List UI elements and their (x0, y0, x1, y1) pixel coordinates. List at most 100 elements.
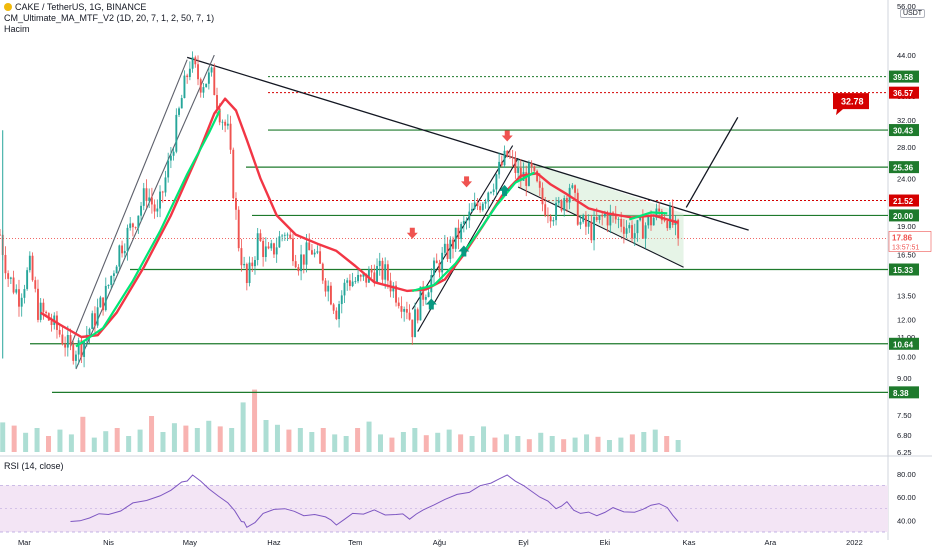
last-price-box (888, 231, 932, 252)
volume-bar (46, 436, 52, 452)
candle-body (321, 263, 324, 281)
price-axis-tick: 11.00 (897, 333, 915, 342)
candle-body (625, 228, 628, 234)
candle-body (210, 67, 213, 73)
candle-body (216, 95, 218, 109)
candle-body (270, 243, 273, 249)
candle-body (243, 263, 246, 266)
candle-body (595, 216, 598, 221)
candle-body (61, 334, 64, 345)
candle-body (348, 280, 351, 287)
candle-body (240, 248, 243, 266)
candle-body (180, 98, 183, 109)
candle-body (164, 177, 167, 193)
volume-bar (252, 389, 258, 452)
candle-body (31, 255, 34, 281)
rsi-legend[interactable]: RSI (14, close) (4, 461, 64, 471)
candle-body (644, 225, 647, 239)
symbol-line[interactable]: CAKE / TetherUS, 1G, BINANCE (4, 2, 214, 13)
candle-body (557, 200, 560, 203)
candle-body (283, 234, 286, 236)
candle-body (199, 79, 202, 93)
candle-body (598, 215, 601, 221)
candle-body (471, 208, 473, 212)
candle-body (264, 246, 267, 258)
x-axis-tick: Haz (267, 538, 281, 547)
candle-body (205, 83, 208, 88)
candle-body (161, 191, 164, 193)
volume-bar (240, 402, 246, 452)
candle-body (278, 236, 281, 248)
candle-body (457, 227, 460, 239)
candle-body (245, 263, 248, 284)
candle-body (0, 234, 1, 236)
candle-body (446, 243, 449, 259)
candle-body (614, 213, 617, 220)
level-label: 20.00 (893, 212, 914, 221)
signal-arrow-down (406, 227, 418, 239)
volume-bar (675, 440, 681, 452)
candle-body (438, 263, 441, 273)
candle-body (552, 220, 555, 222)
candle-body (140, 205, 143, 216)
candle-body (232, 149, 235, 199)
candle-body (213, 67, 216, 96)
level-label-box (889, 86, 919, 99)
candle-body (503, 150, 506, 166)
level-label: 21.52 (893, 197, 914, 206)
x-axis-tick: Eki (600, 538, 611, 547)
candle-body (449, 239, 452, 259)
candle-body (647, 216, 650, 226)
candle-body (354, 281, 357, 283)
candle-body (126, 227, 129, 251)
candle-body (118, 245, 121, 267)
candle-body (150, 197, 153, 205)
candle-body (663, 220, 666, 222)
candle-body (142, 188, 145, 206)
level-label-box (889, 386, 919, 399)
x-axis-tick: Tem (348, 538, 362, 547)
candle-body (441, 252, 444, 273)
volume-bar (0, 422, 6, 452)
candle-body (324, 280, 327, 292)
volume-bar (114, 428, 120, 452)
x-axis-tick: Eyl (518, 538, 529, 547)
candle-body (435, 260, 438, 264)
candle-body (565, 198, 568, 203)
indicator-legend[interactable]: CM_Ultimate_MA_MTF_V2 (1D, 20, 7, 1, 2, … (4, 13, 215, 23)
candle-body (424, 297, 427, 300)
candle-body (77, 340, 80, 355)
candle-body (546, 215, 549, 217)
candle-body (454, 227, 457, 249)
candle-body (576, 192, 579, 225)
price-axis-tick: 13.50 (897, 291, 916, 300)
candle-body (525, 172, 528, 186)
volume-legend[interactable]: Hacim (4, 24, 30, 34)
x-axis-tick: Kas (683, 538, 696, 547)
volume-bar (366, 421, 372, 452)
price-axis-tick: 6.80 (897, 431, 912, 440)
trendline-channel-lower-1 (75, 54, 215, 370)
candle-body (186, 75, 189, 78)
candle-body (476, 202, 479, 207)
trendline-target-projection (685, 116, 739, 208)
volume-bar (57, 429, 63, 452)
candle-body (622, 226, 625, 234)
candle-body (134, 227, 137, 228)
level-label: 15.33 (893, 266, 914, 275)
ma-line-green (75, 110, 221, 348)
volume-bar (274, 424, 280, 452)
candle-body (300, 254, 303, 272)
candle-body (408, 312, 411, 320)
candle-body (468, 211, 471, 221)
volume-bar (400, 432, 406, 452)
candle-body (419, 286, 422, 321)
candle-body (313, 252, 316, 255)
volume-bar (126, 436, 132, 452)
candle-body (460, 223, 463, 239)
volume-bar (160, 432, 166, 452)
candle-body (273, 243, 275, 255)
volume-bar (171, 423, 177, 452)
currency-badge[interactable]: USDT (900, 9, 926, 18)
